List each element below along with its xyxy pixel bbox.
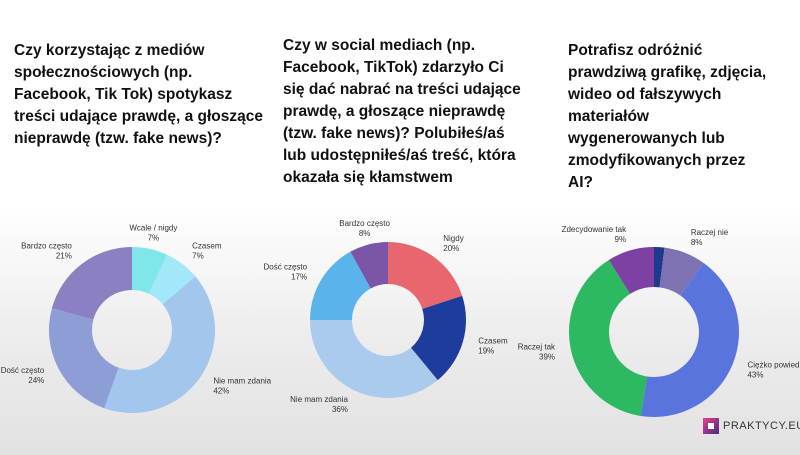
- logo: PRAKTYCY.EU: [703, 418, 800, 434]
- segment-value: 9%: [615, 235, 627, 244]
- segment-label: Wcale / nigdy: [129, 223, 177, 232]
- segment-value: 7%: [192, 251, 204, 260]
- segment-label: Raczej tak: [518, 342, 556, 351]
- segment-label: Ciężko powiedzieć: [747, 360, 800, 369]
- segment-value: 39%: [539, 352, 555, 361]
- question: Czy w social mediach (np. Facebook, TikT…: [283, 37, 521, 186]
- segment-label: Bardzo często: [339, 219, 390, 228]
- segment-value: 19%: [478, 346, 494, 355]
- segment-value: 8%: [691, 238, 703, 247]
- donut-segment: [104, 276, 215, 413]
- segment-label: Dość często: [1, 366, 45, 375]
- donut-segment: [410, 295, 466, 381]
- donut-segment: [132, 247, 168, 294]
- segment-label: Czasem: [192, 241, 222, 250]
- segment-label: Zdecydowanie tak: [562, 225, 627, 234]
- donut-segment: [310, 251, 371, 320]
- donut-segment: [48, 308, 119, 409]
- donut-segment: [51, 247, 132, 320]
- segment-label: Nigdy: [443, 234, 463, 243]
- segment-value: 20%: [443, 244, 459, 253]
- donut-segment: [148, 254, 196, 305]
- question: Czy korzystając z mediów społecznościowy…: [14, 42, 263, 147]
- segment-value: 36%: [332, 405, 348, 414]
- segment-label: Nie mam zdania: [290, 395, 348, 404]
- donut-segment: [640, 262, 739, 417]
- donut-segment: [659, 247, 704, 296]
- segment-value: 17%: [291, 272, 307, 281]
- donut-segment: [310, 320, 438, 398]
- segment-value: 7%: [148, 233, 160, 242]
- segment-label: Czasem: [478, 336, 508, 345]
- segment-label: Dość często: [264, 262, 308, 271]
- question: Potrafisz odróżnić prawdziwą grafikę, zd…: [568, 42, 767, 191]
- donut-segment: [654, 247, 665, 288]
- segment-label: Nie mam zdania: [213, 377, 271, 386]
- donut-segment: [568, 259, 648, 416]
- segment-label: Raczej nie: [691, 228, 729, 237]
- logo-icon: [703, 418, 719, 434]
- donut-segment: [608, 247, 654, 294]
- donut-segment: [350, 242, 388, 289]
- segment-value: 42%: [213, 387, 229, 396]
- segment-value: 8%: [359, 229, 371, 238]
- donut-segment: [388, 242, 463, 309]
- segment-label: Bardzo często: [21, 241, 72, 250]
- logo-text: PRAKTYCY.EU: [723, 420, 800, 432]
- segment-value: 43%: [747, 370, 763, 379]
- segment-value: 21%: [56, 251, 72, 260]
- segment-value: 24%: [28, 376, 44, 385]
